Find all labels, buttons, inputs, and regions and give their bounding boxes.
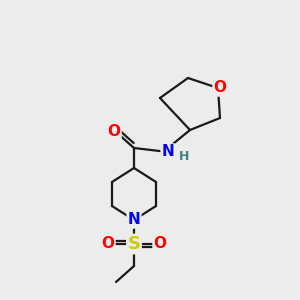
Text: O: O: [214, 80, 226, 95]
Text: O: O: [101, 236, 115, 251]
Text: N: N: [128, 212, 140, 227]
Text: S: S: [128, 235, 140, 253]
Text: O: O: [107, 124, 121, 140]
Text: O: O: [154, 236, 166, 251]
Text: H: H: [179, 151, 189, 164]
Text: N: N: [162, 145, 174, 160]
